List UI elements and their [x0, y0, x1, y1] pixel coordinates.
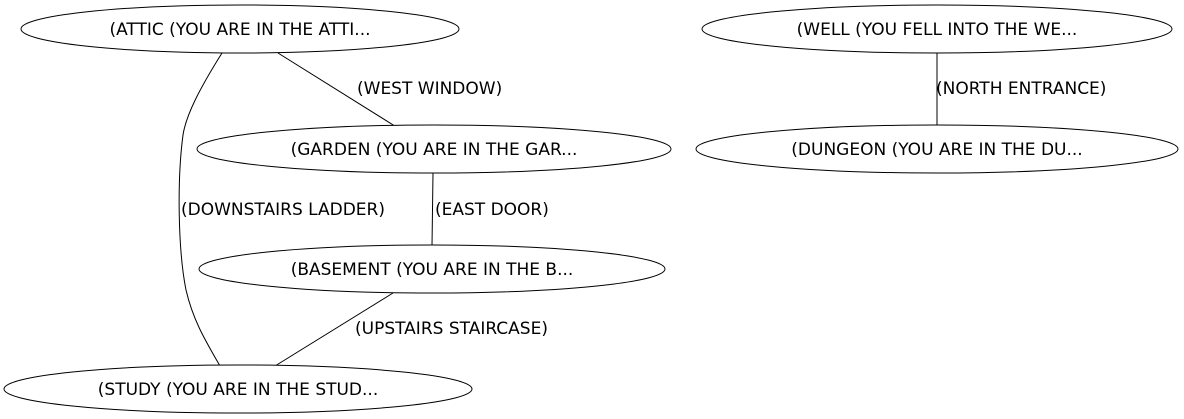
node-well[interactable]: (WELL (YOU FELL INTO THE WE...	[701, 4, 1173, 54]
node-garden-shape	[196, 124, 672, 174]
node-basement-label: (BASEMENT (YOU ARE IN THE B...	[291, 260, 574, 280]
node-attic[interactable]: (ATTIC (YOU ARE IN THE ATTI...	[20, 4, 460, 54]
node-attic-shape	[20, 4, 460, 54]
edge-labels: (WEST WINDOW) (DOWNSTAIRS LADDER) (EAST …	[181, 79, 1106, 339]
node-study-shape	[3, 364, 473, 414]
edge-upstairs-staircase	[274, 292, 394, 367]
node-well-shape	[701, 4, 1173, 54]
edge-downstairs-ladder	[178, 52, 223, 367]
edge-label-downstairs-ladder: (DOWNSTAIRS LADDER)	[181, 200, 385, 220]
edge-label-east-door: (EAST DOOR)	[435, 200, 549, 220]
edge-label-north-entrance: (NORTH ENTRANCE)	[936, 79, 1106, 99]
node-study[interactable]: (STUDY (YOU ARE IN THE STUD...	[3, 364, 473, 414]
node-dungeon[interactable]: (DUNGEON (YOU ARE IN THE DU...	[695, 124, 1179, 174]
edge-west-window	[277, 52, 399, 129]
node-well-label: (WELL (YOU FELL INTO THE WE...	[797, 20, 1078, 40]
edge-label-west-window: (WEST WINDOW)	[357, 79, 502, 99]
node-attic-label: (ATTIC (YOU ARE IN THE ATTI...	[109, 20, 370, 40]
node-garden[interactable]: (GARDEN (YOU ARE IN THE GAR...	[196, 124, 672, 174]
edge-label-upstairs-staircase: (UPSTAIRS STAIRCASE)	[355, 319, 548, 339]
edges	[178, 52, 938, 367]
node-basement-shape	[198, 244, 666, 294]
node-study-label: (STUDY (YOU ARE IN THE STUD...	[98, 380, 378, 400]
node-dungeon-label: (DUNGEON (YOU ARE IN THE DU...	[791, 140, 1082, 160]
node-dungeon-shape	[695, 124, 1179, 174]
edge-east-door	[431, 172, 434, 247]
node-basement[interactable]: (BASEMENT (YOU ARE IN THE B...	[198, 244, 666, 294]
node-garden-label: (GARDEN (YOU ARE IN THE GAR...	[291, 140, 578, 160]
